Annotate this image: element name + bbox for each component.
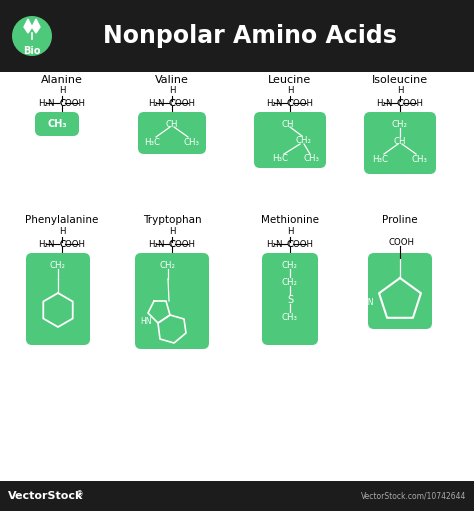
Text: Phenylalanine: Phenylalanine <box>25 215 99 225</box>
Text: COOH: COOH <box>60 240 86 248</box>
Polygon shape <box>32 19 40 33</box>
Text: COOH: COOH <box>170 240 196 248</box>
Text: COOH: COOH <box>288 240 314 248</box>
Text: HN: HN <box>363 297 374 307</box>
Polygon shape <box>24 19 32 33</box>
Text: ®: ® <box>76 491 83 499</box>
FancyBboxPatch shape <box>35 112 79 136</box>
FancyBboxPatch shape <box>135 253 209 349</box>
Text: CH₃: CH₃ <box>412 154 428 164</box>
Text: Bio: Bio <box>23 46 41 56</box>
Text: CH: CH <box>394 136 406 146</box>
Text: H: H <box>287 227 293 236</box>
Text: CH: CH <box>282 120 294 128</box>
Text: H₂N: H₂N <box>376 99 392 107</box>
Text: C: C <box>287 240 293 248</box>
Text: CH₂: CH₂ <box>160 261 176 269</box>
FancyBboxPatch shape <box>26 253 90 345</box>
FancyBboxPatch shape <box>368 253 432 329</box>
Bar <box>0 0 474 72</box>
FancyBboxPatch shape <box>138 112 206 154</box>
Text: CH₂: CH₂ <box>50 261 66 269</box>
Text: H: H <box>287 86 293 95</box>
Text: H₂N: H₂N <box>38 99 55 107</box>
Text: H: H <box>169 227 175 236</box>
Text: H: H <box>59 86 65 95</box>
Text: H₂N: H₂N <box>266 240 283 248</box>
Text: Alanine: Alanine <box>41 75 83 85</box>
Text: HN: HN <box>140 316 152 326</box>
Text: Valine: Valine <box>155 75 189 85</box>
Text: CH₂: CH₂ <box>296 135 312 145</box>
Text: Proline: Proline <box>382 215 418 225</box>
Text: CH₂: CH₂ <box>282 261 298 269</box>
Text: C: C <box>59 240 65 248</box>
Text: H₂N: H₂N <box>148 240 164 248</box>
Text: CH: CH <box>166 120 178 128</box>
Text: H₃C: H₃C <box>144 137 160 147</box>
Text: H₃C: H₃C <box>272 153 288 162</box>
Text: VectorStock.com/10742644: VectorStock.com/10742644 <box>361 492 466 500</box>
Text: COOH: COOH <box>170 99 196 107</box>
Text: CH₃: CH₃ <box>47 119 67 129</box>
Circle shape <box>12 16 52 56</box>
Text: CH₃: CH₃ <box>282 313 298 321</box>
Text: COOH: COOH <box>288 99 314 107</box>
Text: C: C <box>169 240 175 248</box>
FancyBboxPatch shape <box>254 112 326 168</box>
Text: Leucine: Leucine <box>268 75 311 85</box>
Text: CH₂: CH₂ <box>392 120 408 128</box>
Text: C: C <box>169 99 175 107</box>
Text: CH₃: CH₃ <box>304 153 320 162</box>
Text: CH₂: CH₂ <box>282 277 298 287</box>
Text: C: C <box>59 99 65 107</box>
Text: S: S <box>287 295 293 305</box>
Text: COOH: COOH <box>389 238 415 246</box>
Text: C: C <box>397 99 403 107</box>
Text: COOH: COOH <box>398 99 424 107</box>
Text: H₂N: H₂N <box>266 99 283 107</box>
Text: H₃C: H₃C <box>372 154 388 164</box>
Text: H₂N: H₂N <box>148 99 164 107</box>
FancyBboxPatch shape <box>364 112 436 174</box>
Text: COOH: COOH <box>60 99 86 107</box>
FancyBboxPatch shape <box>262 253 318 345</box>
Text: H₂N: H₂N <box>38 240 55 248</box>
Text: H: H <box>169 86 175 95</box>
Text: Nonpolar Amino Acids: Nonpolar Amino Acids <box>103 24 397 48</box>
Text: VectorStock: VectorStock <box>8 491 83 501</box>
Text: C: C <box>287 99 293 107</box>
Bar <box>0 481 474 511</box>
Text: Methionine: Methionine <box>261 215 319 225</box>
Text: Tryptophan: Tryptophan <box>143 215 201 225</box>
Text: H: H <box>397 86 403 95</box>
Text: H: H <box>59 227 65 236</box>
Text: CH₃: CH₃ <box>184 137 200 147</box>
Text: Isoleucine: Isoleucine <box>372 75 428 85</box>
